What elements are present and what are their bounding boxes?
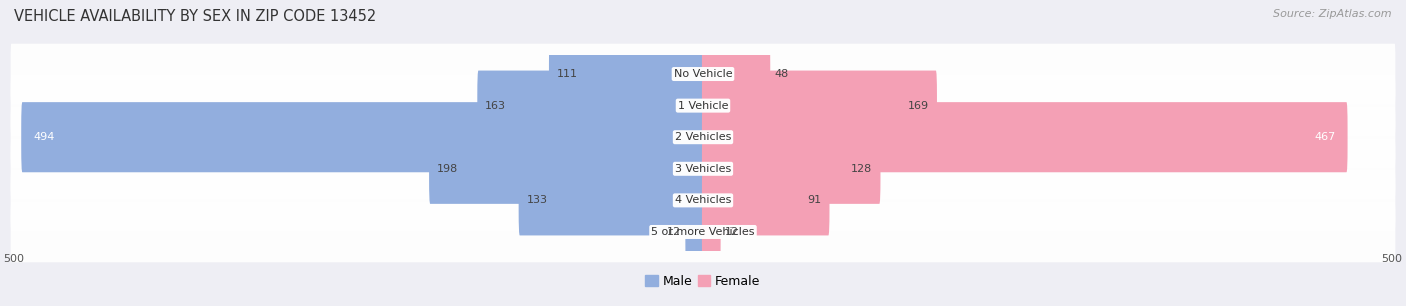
Text: 198: 198: [437, 164, 458, 174]
FancyBboxPatch shape: [519, 165, 704, 235]
Text: 163: 163: [485, 101, 506, 111]
FancyBboxPatch shape: [11, 44, 1395, 104]
FancyBboxPatch shape: [685, 197, 704, 267]
FancyBboxPatch shape: [477, 71, 704, 141]
FancyBboxPatch shape: [702, 165, 830, 235]
FancyBboxPatch shape: [702, 134, 880, 204]
Text: 494: 494: [34, 132, 55, 142]
Text: No Vehicle: No Vehicle: [673, 69, 733, 79]
FancyBboxPatch shape: [429, 134, 704, 204]
Text: 91: 91: [807, 195, 821, 205]
Text: 3 Vehicles: 3 Vehicles: [675, 164, 731, 174]
FancyBboxPatch shape: [21, 102, 704, 172]
FancyBboxPatch shape: [11, 107, 1395, 167]
Text: 4 Vehicles: 4 Vehicles: [675, 195, 731, 205]
Legend: Male, Female: Male, Female: [645, 275, 761, 288]
Text: 111: 111: [557, 69, 578, 79]
FancyBboxPatch shape: [11, 202, 1395, 262]
Text: 48: 48: [775, 69, 789, 79]
Text: 12: 12: [666, 227, 681, 237]
FancyBboxPatch shape: [11, 75, 1395, 136]
Text: 128: 128: [851, 164, 873, 174]
FancyBboxPatch shape: [702, 197, 721, 267]
Text: 133: 133: [527, 195, 547, 205]
Text: VEHICLE AVAILABILITY BY SEX IN ZIP CODE 13452: VEHICLE AVAILABILITY BY SEX IN ZIP CODE …: [14, 9, 377, 24]
Text: 467: 467: [1315, 132, 1336, 142]
Text: Source: ZipAtlas.com: Source: ZipAtlas.com: [1274, 9, 1392, 19]
FancyBboxPatch shape: [702, 39, 770, 109]
FancyBboxPatch shape: [11, 139, 1395, 199]
Text: 1 Vehicle: 1 Vehicle: [678, 101, 728, 111]
FancyBboxPatch shape: [11, 170, 1395, 231]
FancyBboxPatch shape: [702, 71, 936, 141]
FancyBboxPatch shape: [702, 102, 1347, 172]
Text: 2 Vehicles: 2 Vehicles: [675, 132, 731, 142]
Text: 169: 169: [908, 101, 929, 111]
Text: 12: 12: [725, 227, 740, 237]
FancyBboxPatch shape: [548, 39, 704, 109]
Text: 5 or more Vehicles: 5 or more Vehicles: [651, 227, 755, 237]
